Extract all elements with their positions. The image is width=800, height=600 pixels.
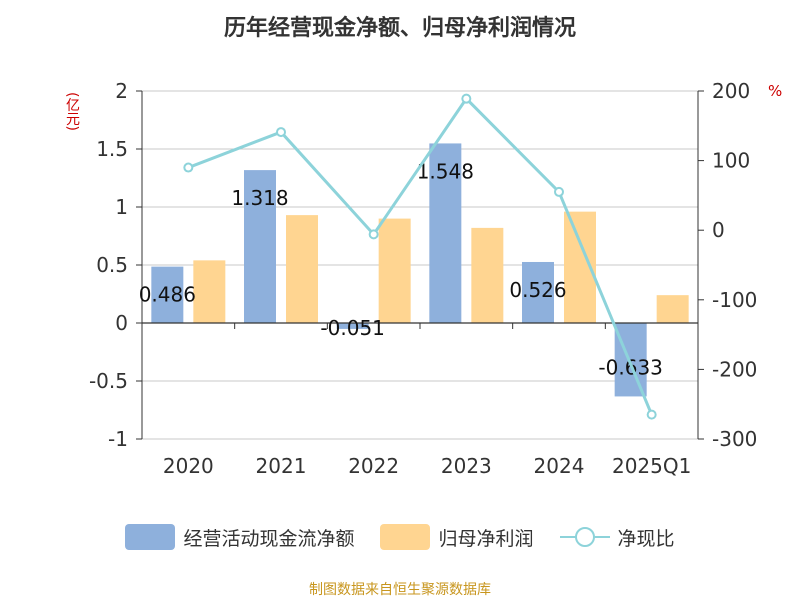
bar-cash-2020	[151, 266, 184, 323]
bar-label-cash-2020: 0.486	[139, 283, 196, 307]
bar-profit-2025Q1	[656, 295, 689, 323]
left-tick-label: 2	[115, 79, 128, 103]
bar-cash-2023	[429, 143, 462, 323]
legend-item-cash[interactable]: 经营活动现金流净额	[125, 524, 354, 551]
left-tick-label: -0.5	[89, 369, 128, 393]
bar-cash-2024	[522, 261, 554, 323]
bar-cash-2021	[244, 170, 276, 323]
x-tick-label: 2020	[163, 454, 214, 478]
left-tick-label: 1.5	[96, 137, 128, 161]
right-tick-label: -100	[712, 288, 757, 312]
ratio-line	[187, 96, 654, 416]
bar-label-cash-2021: 1.318	[231, 186, 288, 210]
x-tick-label: 2025Q1	[612, 454, 691, 478]
right-axis-unit: %	[768, 82, 783, 100]
bar-profit-2020	[193, 260, 226, 323]
bar-profit-2021	[286, 215, 318, 323]
bar-label-cash-2022: -0.051	[320, 316, 384, 340]
legend-item-profit[interactable]: 归母净利润	[380, 524, 534, 551]
ratio-point-2020	[183, 162, 194, 173]
data-source: 制图数据来自恒生聚源数据库	[309, 582, 491, 598]
bar-label-cash-2024: 0.526	[509, 278, 566, 302]
left-tick-label: -1	[108, 427, 128, 451]
legend-label-profit: 归母净利润	[438, 527, 534, 550]
legend-swatch-profit	[380, 524, 431, 550]
ratio-point-2022	[368, 229, 379, 240]
right-tick-label: 100	[712, 149, 750, 173]
right-tick-label: 0	[712, 218, 725, 242]
x-tick-label: 2022	[348, 454, 399, 478]
bar-label-cash-2023: 1.548	[417, 159, 474, 183]
right-tick-label: -200	[712, 357, 757, 381]
left-tick-label: 0	[115, 311, 128, 335]
bar-profit-2023	[471, 227, 504, 323]
left-axis-unit: (亿元)	[64, 92, 80, 131]
legend-swatch-ratio	[559, 524, 610, 550]
legend-item-ratio[interactable]: 净现比	[559, 524, 675, 551]
legend-swatch-cash	[125, 524, 176, 550]
chart-title: 历年经营现金净额、归母净利润情况	[223, 16, 576, 41]
legend-label-cash: 经营活动现金流净额	[183, 527, 355, 550]
right-tick-label: -300	[712, 427, 757, 451]
bar-profit-2022	[378, 218, 411, 323]
ratio-point-2024	[554, 186, 564, 197]
ratio-point-2023	[461, 93, 472, 104]
chart-legend: 经营活动现金流净额 归母净利润 净现比	[0, 520, 800, 554]
right-tick-label: 200	[712, 79, 750, 103]
x-tick-label: 2021	[256, 454, 307, 478]
x-tick-label: 2023	[441, 454, 492, 478]
left-tick-label: 1	[115, 195, 128, 219]
left-tick-label: 0.5	[96, 253, 128, 277]
x-tick-label: 2024	[534, 454, 585, 478]
ratio-point-2025Q1	[646, 409, 657, 420]
bar-cash-2022	[336, 323, 369, 329]
ratio-point-2021	[276, 127, 286, 138]
legend-label-ratio: 净现比	[617, 527, 675, 550]
